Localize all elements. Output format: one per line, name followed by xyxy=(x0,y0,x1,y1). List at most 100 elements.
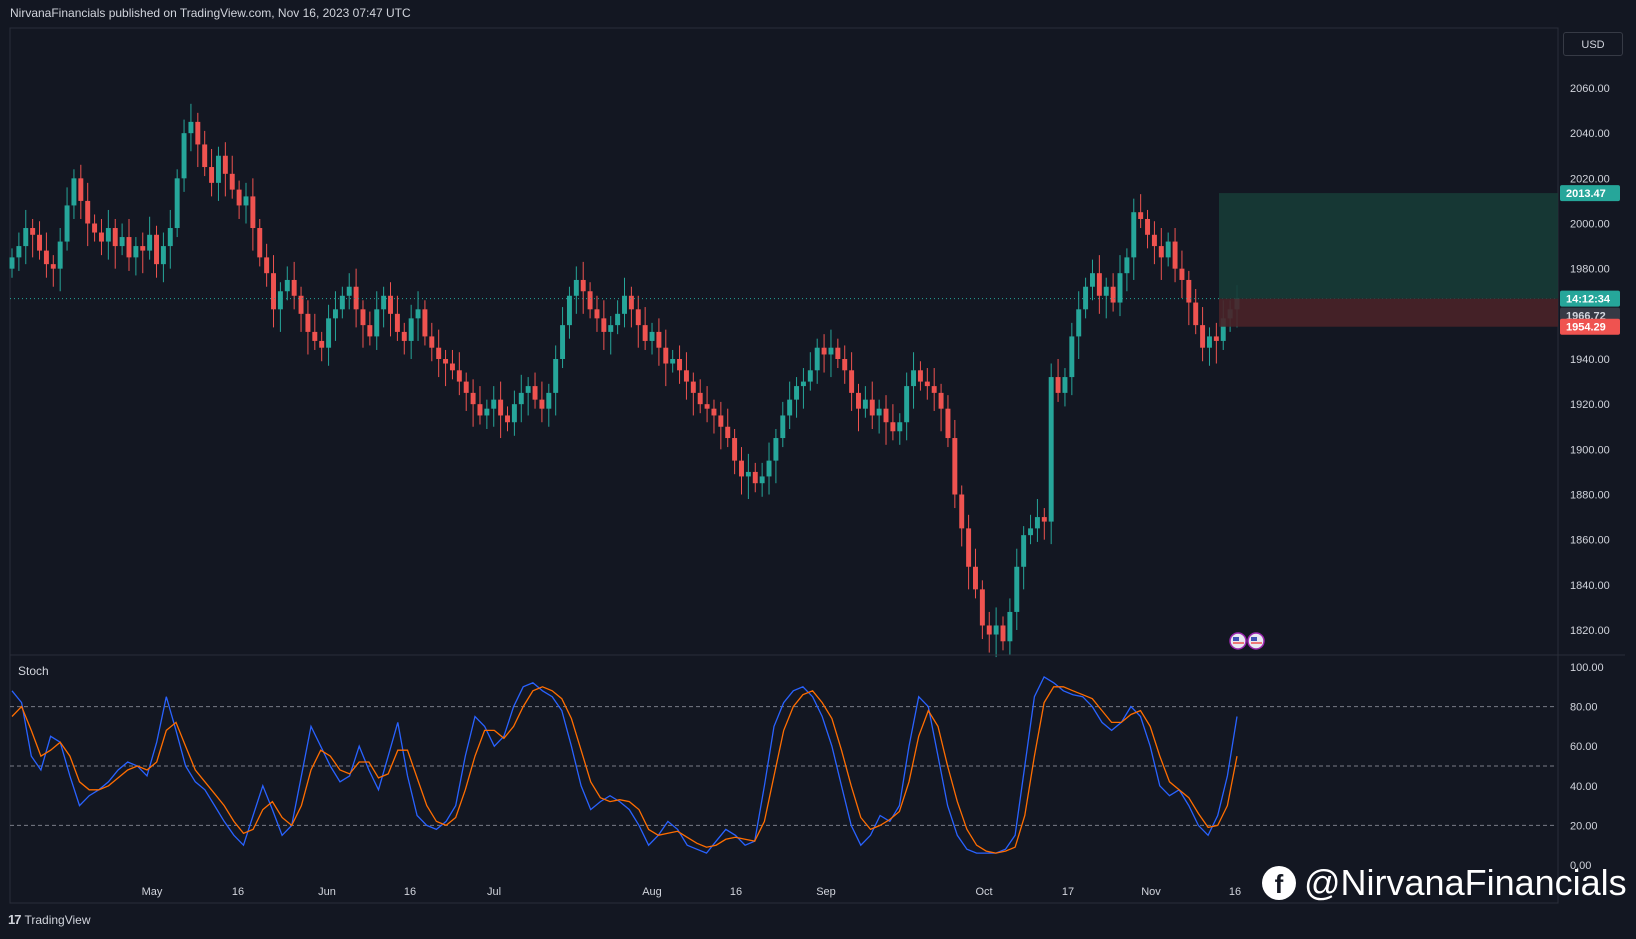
candle-body xyxy=(1083,286,1089,310)
candle-body xyxy=(1124,257,1130,274)
candle xyxy=(112,218,118,269)
candle xyxy=(71,169,77,219)
candle-body xyxy=(160,246,166,265)
candle xyxy=(670,349,676,373)
candle xyxy=(57,228,63,292)
stoch-tick-label: 80.00 xyxy=(1570,702,1598,714)
time-tick-label: May xyxy=(142,886,163,898)
candle xyxy=(752,462,758,493)
candle xyxy=(511,390,517,436)
candle-body xyxy=(9,257,15,269)
candle xyxy=(931,368,937,411)
candle xyxy=(222,142,228,197)
candle xyxy=(456,352,462,396)
candle-body xyxy=(1110,286,1116,303)
candle xyxy=(959,485,965,547)
candle xyxy=(1021,526,1027,590)
candle-body xyxy=(1014,566,1020,612)
candle xyxy=(546,383,552,427)
price-tick-label: 1880.00 xyxy=(1570,490,1610,502)
candle xyxy=(635,295,641,348)
us-flag-icon xyxy=(1229,632,1247,650)
candle xyxy=(250,178,256,251)
candle xyxy=(271,255,276,328)
candle-body xyxy=(98,232,104,242)
candle-body xyxy=(835,347,841,359)
candle xyxy=(1007,598,1013,655)
candle-body xyxy=(394,313,400,332)
candle xyxy=(484,399,490,430)
candle-body xyxy=(133,246,139,258)
candle-body xyxy=(897,422,903,432)
candle-body xyxy=(291,279,297,296)
candle xyxy=(993,607,999,658)
candle xyxy=(236,180,242,219)
candle-body xyxy=(828,347,834,355)
candle xyxy=(463,372,469,411)
price-axis[interactable]: 2060.002040.002020.002000.001980.001960.… xyxy=(1560,83,1620,872)
candle xyxy=(683,352,689,400)
candle-body xyxy=(64,205,70,242)
candle xyxy=(243,182,249,224)
time-tick-label: 16 xyxy=(1229,886,1241,898)
candle-body xyxy=(711,408,717,416)
candle-body xyxy=(931,386,937,393)
candle-body xyxy=(85,200,91,224)
candle xyxy=(50,255,56,287)
candle xyxy=(284,266,290,301)
tradingview-logo-icon: 17 xyxy=(8,912,22,927)
candle-body xyxy=(353,286,359,310)
tradingview-logo[interactable]: 17 TradingView xyxy=(8,912,91,927)
candle-body xyxy=(1158,246,1164,258)
candle-body xyxy=(869,399,875,416)
candle xyxy=(917,361,923,391)
candle-body xyxy=(1117,273,1123,303)
candle-body xyxy=(140,246,146,251)
candle xyxy=(470,379,476,427)
candle-body xyxy=(973,566,978,590)
candle-body xyxy=(126,237,132,258)
candle-body xyxy=(759,476,765,484)
candle-body xyxy=(993,625,999,635)
candle xyxy=(1145,209,1151,249)
candle xyxy=(1041,508,1047,540)
candle xyxy=(1096,255,1102,314)
candle-body xyxy=(1034,517,1040,529)
stoch-title: Stoch xyxy=(18,664,49,678)
candle xyxy=(849,352,855,411)
candle-body xyxy=(697,392,703,405)
candle-body xyxy=(1007,611,1013,642)
candle xyxy=(739,447,744,495)
candle-body xyxy=(876,408,882,416)
candle-body xyxy=(1103,286,1109,296)
candle xyxy=(429,322,435,362)
candle-body xyxy=(250,196,256,229)
candle-body xyxy=(78,178,84,201)
watermark: f @NirvanaFinancials xyxy=(1262,862,1627,904)
candle-body xyxy=(463,381,469,393)
time-axis[interactable]: May 16 Jun 16 Jul Aug 16 Sep Oct 17 Nov 16 xyxy=(142,886,1242,898)
candle xyxy=(154,225,159,278)
candle-body xyxy=(1096,273,1102,296)
candle-body xyxy=(1000,625,1006,642)
candle-body xyxy=(856,392,861,409)
candle xyxy=(794,377,800,418)
countdown-tag-text: 14:12:34 xyxy=(1566,294,1611,306)
currency-selector[interactable]: USD xyxy=(1563,32,1623,56)
stoch-d-line xyxy=(11,686,1238,854)
candle-body xyxy=(1200,325,1206,348)
candle xyxy=(622,277,627,328)
candle xyxy=(656,318,662,366)
candle-body xyxy=(449,363,455,371)
candle xyxy=(209,148,215,197)
candle xyxy=(1110,273,1116,312)
candle-body xyxy=(573,279,579,296)
candle-body xyxy=(773,438,779,461)
candle xyxy=(436,329,442,378)
candle xyxy=(697,379,703,414)
candle xyxy=(401,322,407,355)
candle-body xyxy=(1041,517,1047,522)
candle-body xyxy=(587,291,593,310)
candle-body xyxy=(663,347,669,364)
